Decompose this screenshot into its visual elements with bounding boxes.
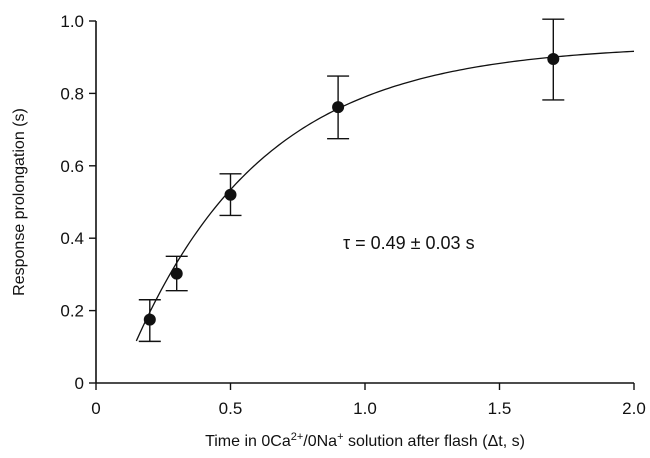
y-tick-label: 0.4 <box>60 229 84 248</box>
data-point <box>547 53 560 66</box>
y-tick-label: 0.8 <box>60 84 84 103</box>
x-tick-label: 1.0 <box>353 399 377 418</box>
x-axis-title: Time in 0Ca2+/0Na+ solution after flash … <box>205 431 525 450</box>
x-tick-label: 2.0 <box>622 399 646 418</box>
y-tick-label: 0 <box>75 374 84 393</box>
data-point <box>170 267 183 280</box>
y-tick-label: 0.2 <box>60 302 84 321</box>
x-ticks: 0 0.5 1.0 1.5 2.0 <box>91 383 646 418</box>
y-ticks: 0 0.2 0.4 0.6 0.8 1.0 <box>60 12 96 393</box>
y-tick-label: 1.0 <box>60 12 84 31</box>
data-point <box>224 188 237 201</box>
data-points <box>143 53 560 326</box>
data-point <box>143 313 156 326</box>
y-axis-title: Response prolongation (s) <box>11 108 28 296</box>
x-tick-label: 0.5 <box>219 399 243 418</box>
y-tick-label: 0.6 <box>60 157 84 176</box>
data-point <box>332 101 345 114</box>
tau-annotation: τ = 0.49 ± 0.03 s <box>343 233 475 253</box>
error-bars <box>138 18 565 343</box>
x-tick-label: 0 <box>91 399 100 418</box>
fit-curve <box>135 50 635 342</box>
x-tick-label: 1.5 <box>488 399 512 418</box>
